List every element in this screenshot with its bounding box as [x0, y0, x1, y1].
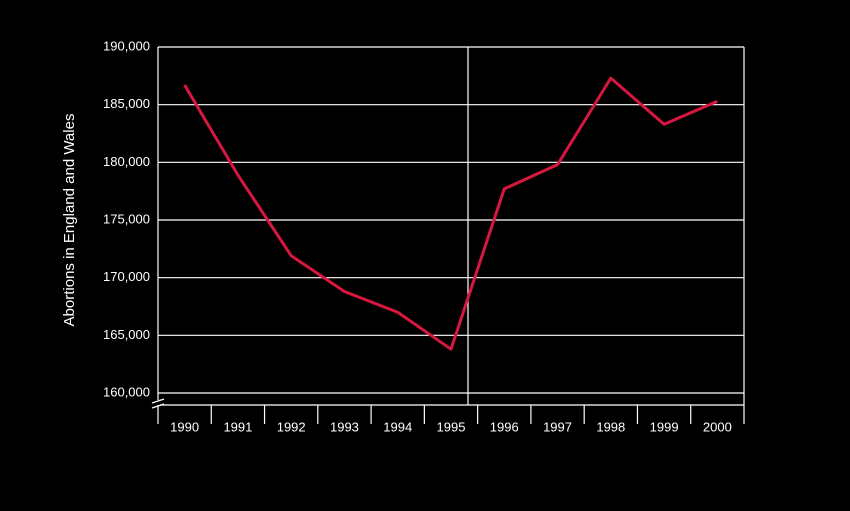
x-tick-label: 1998	[596, 419, 625, 434]
x-tick-label: 1996	[490, 419, 519, 434]
x-tick-label: 1995	[437, 419, 466, 434]
data-line	[183, 76, 718, 351]
y-tick-label: 170,000	[103, 269, 150, 284]
x-tick-label: 1994	[383, 419, 412, 434]
y-tick-label: 165,000	[103, 327, 150, 342]
x-tick-label: 2000	[703, 419, 732, 434]
x-tick-label: 1999	[650, 419, 679, 434]
y-axis-label: Abortions in England and Wales	[61, 114, 78, 327]
x-tick-label: 1992	[277, 419, 306, 434]
x-tick-label: 1990	[170, 419, 199, 434]
y-tick-label: 160,000	[103, 384, 150, 399]
x-tick-label: 1991	[223, 419, 252, 434]
y-tick-label: 190,000	[103, 38, 150, 53]
y-tick-label: 185,000	[103, 96, 150, 111]
y-tick-label: 180,000	[103, 154, 150, 169]
y-tick-label: 175,000	[103, 211, 150, 226]
x-tick-label: 1997	[543, 419, 572, 434]
axis-break	[151, 398, 165, 404]
x-tick-label: 1993	[330, 419, 359, 434]
